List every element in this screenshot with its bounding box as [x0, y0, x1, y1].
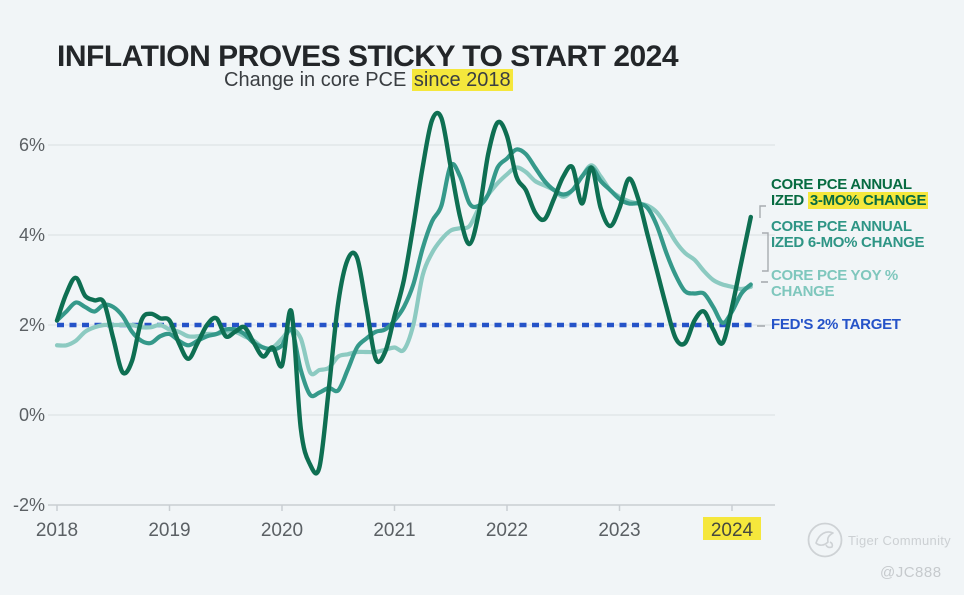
- legend-3mo-line2: IZED 3-MO% CHANGE: [771, 192, 929, 209]
- chart-title: INFLATION PROVES STICKY TO START 2024: [57, 40, 679, 73]
- legend-fed-target: FED'S 2% TARGET: [771, 317, 901, 333]
- y-axis-tick-label: 6%: [19, 135, 45, 155]
- subtitle-text: Change in core PCE: [224, 69, 412, 91]
- legend-connector-6mo: [762, 232, 769, 272]
- legend-core-pce-3mo: CORE PCE ANNUAL IZED 3-MO% CHANGE: [771, 176, 929, 209]
- x-axis-tick-label: 2024: [711, 520, 754, 541]
- legend-3mo-highlight: 3-MO% CHANGE: [807, 192, 929, 209]
- legend-yoy-line2: CHANGE: [771, 283, 835, 300]
- legend-connector-3mo: [759, 205, 766, 218]
- x-axis-tick-label: 2020: [261, 520, 303, 541]
- x-axis-tick-label: 2023: [598, 520, 640, 541]
- legend-3mo-line1: CORE PCE ANNUAL: [771, 176, 912, 193]
- tiger-community-logo-icon: [807, 522, 843, 558]
- legend-yoy-line1: CORE PCE YOY %: [771, 267, 898, 284]
- x-axis-tick-label: 2018: [36, 520, 78, 541]
- chart-subtitle: Change in core PCE since 2018: [224, 68, 513, 92]
- x-tick-highlight: [703, 517, 761, 540]
- y-axis-tick-label: 4%: [19, 225, 45, 245]
- y-axis-tick-label: 0%: [19, 405, 45, 425]
- legend-fed-line1: FED'S 2% TARGET: [771, 316, 901, 333]
- legend-6mo-line2: IZED 6-MO% CHANGE: [771, 234, 925, 251]
- series-line-3mo: [54, 110, 753, 476]
- x-axis-tick-label: 2019: [148, 520, 190, 541]
- watermark-username: @JC888: [880, 564, 942, 581]
- y-axis-tick-label: -2%: [13, 495, 45, 515]
- x-axis-tick-label: 2021: [373, 520, 415, 541]
- legend-6mo-line1: CORE PCE ANNUAL: [771, 218, 912, 235]
- y-axis-tick-label: 2%: [19, 315, 45, 335]
- legend-core-pce-6mo: CORE PCE ANNUAL IZED 6-MO% CHANGE: [771, 218, 925, 251]
- series-line-6mo: [54, 147, 753, 399]
- subtitle-highlight: since 2018: [411, 69, 513, 91]
- legend-core-pce-yoy: CORE PCE YOY % CHANGE: [771, 268, 898, 300]
- watermark-community-label: Tiger Community: [848, 533, 951, 548]
- x-axis-tick-label: 2022: [486, 520, 528, 541]
